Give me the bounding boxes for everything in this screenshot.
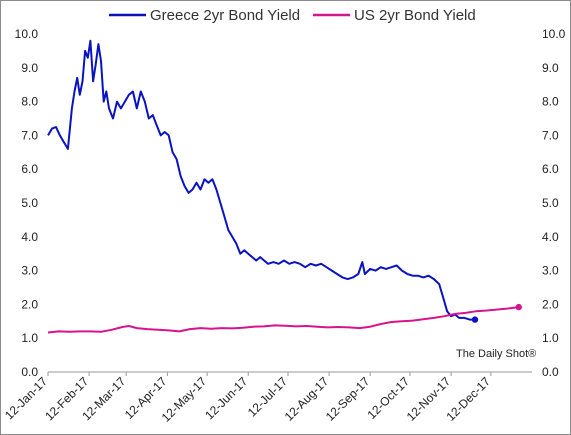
y-tick-label-left: 6.0 xyxy=(21,162,38,176)
y-tick-label-right: 6.0 xyxy=(542,162,559,176)
y-tick-label-left: 0.0 xyxy=(21,365,38,379)
x-tick-label: 12-Dec-17 xyxy=(443,374,493,424)
x-axis: 12-Jan-1712-Feb-1712-Mar-1712-Apr-1712-M… xyxy=(2,372,493,425)
y-tick-label-left: 7.0 xyxy=(21,128,38,142)
x-tick-label: 12-Sep-17 xyxy=(323,374,373,424)
y-tick-label-right: 1.0 xyxy=(542,331,559,345)
y-tick-label-left: 9.0 xyxy=(21,61,38,75)
y-tick-label-right: 4.0 xyxy=(542,230,559,244)
series-end-point-greece xyxy=(471,316,479,323)
legend-label-greece: Greece 2yr Bond Yield xyxy=(150,7,300,24)
series-layer xyxy=(47,39,522,334)
y-tick-label-left: 1.0 xyxy=(21,331,38,345)
y-tick-label-right: 10.0 xyxy=(542,27,566,41)
y-tick-label-right: 7.0 xyxy=(542,128,559,142)
y-tick-label-right: 0.0 xyxy=(542,365,559,379)
y-tick-label-left: 10.0 xyxy=(15,27,39,41)
y-tick-label-right: 5.0 xyxy=(542,196,559,210)
series-line-greece xyxy=(47,39,475,321)
y-tick-label-left: 3.0 xyxy=(21,264,38,278)
y-axis-left: 0.0 1.0 2.0 3.0 4.0 5.0 6.0 7.0 8.0 9.0 10.0 xyxy=(15,27,39,379)
credit-annotation: The Daily Shot® xyxy=(456,348,536,360)
y-tick-label-right: 9.0 xyxy=(542,61,559,75)
series-end-point-us xyxy=(515,303,522,311)
legend: Greece 2yr Bond Yield US 2yr Bond Yield xyxy=(109,7,476,24)
y-tick-label-right: 3.0 xyxy=(542,264,559,278)
x-tick-label: 12-Jun-17 xyxy=(202,374,250,422)
y-tick-label-left: 5.0 xyxy=(21,196,38,210)
y-axis-right: 0.0 1.0 2.0 3.0 4.0 5.0 6.0 7.0 8.0 9.0 10.0 xyxy=(542,27,566,379)
y-tick-label-left: 4.0 xyxy=(21,230,38,244)
y-tick-label-right: 2.0 xyxy=(542,297,559,311)
series-line-us xyxy=(47,306,519,334)
y-tick-label-left: 2.0 xyxy=(21,297,38,311)
y-tick-label-left: 8.0 xyxy=(21,95,38,109)
legend-label-us: US 2yr Bond Yield xyxy=(354,7,476,24)
y-tick-label-right: 8.0 xyxy=(542,95,559,109)
